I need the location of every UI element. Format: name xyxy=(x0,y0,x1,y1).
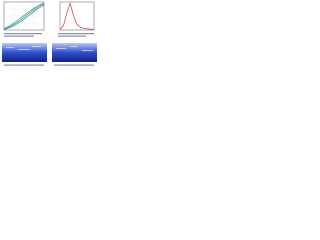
series-line xyxy=(3,3,45,30)
series-line xyxy=(3,4,45,30)
axes-frame xyxy=(59,1,95,31)
image-panel xyxy=(2,43,47,62)
series-line xyxy=(59,2,95,30)
figure xyxy=(2,1,97,66)
image-texture xyxy=(6,46,93,51)
image-panel xyxy=(52,43,97,62)
series-line xyxy=(3,2,45,29)
caption xyxy=(4,33,94,66)
